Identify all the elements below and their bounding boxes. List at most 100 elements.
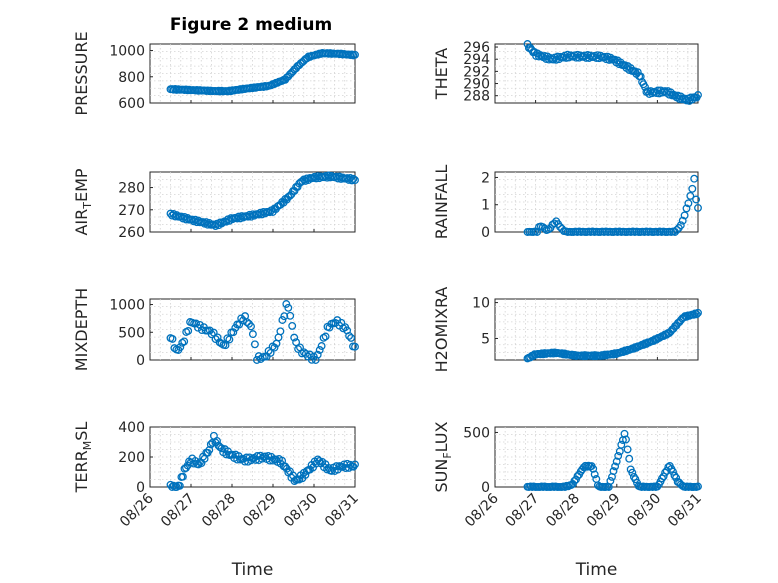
y-axis-label: THETA [432, 48, 451, 100]
data-point [689, 310, 698, 319]
data-point [284, 303, 293, 312]
data-point [611, 462, 620, 471]
data-point [628, 468, 637, 477]
data-point [292, 338, 301, 347]
data-point [550, 219, 559, 228]
data-point [606, 476, 615, 485]
data-point [286, 311, 295, 320]
data-point [184, 326, 193, 335]
data-point [217, 444, 226, 453]
y-tick-label: 260 [118, 225, 145, 241]
data-point [315, 346, 324, 354]
subplot-h2omixra: 5 10 H2OMIXRA [432, 287, 702, 373]
data-point [539, 350, 548, 359]
x-tick-label: 08/27 [158, 491, 198, 531]
subplot-air: 260 270 280 AIRTEMP [72, 168, 359, 241]
x-tick-label: 08/31 [665, 491, 705, 531]
subplot-rainfall: 0 1 2 RAINFALL [432, 165, 702, 241]
y-tick-label: 1 [481, 198, 490, 214]
data-point [684, 199, 693, 208]
data-point [250, 340, 259, 349]
y-tick-label: 296 [463, 40, 490, 56]
data-point [282, 300, 291, 308]
data-point [237, 314, 246, 323]
y-tick-label: 0 [136, 353, 145, 369]
data-point [680, 211, 689, 220]
data-point [192, 319, 200, 328]
data-point [175, 481, 184, 490]
y-tick-label: 0 [481, 480, 490, 496]
data-point [682, 204, 691, 213]
data-point [243, 318, 251, 327]
y-tick-label: 288 [463, 89, 490, 105]
data-point [178, 338, 187, 347]
data-point [276, 327, 285, 336]
data-point [349, 174, 358, 183]
data-point [631, 475, 640, 484]
y-tick-label: 1000 [109, 298, 145, 314]
data-point [178, 472, 187, 481]
x-axis-label: Time [575, 560, 618, 580]
data-point [694, 203, 702, 212]
y-axis-label: TERRMSL [72, 422, 94, 494]
y-tick-label: 2 [481, 170, 490, 186]
data-point [325, 323, 334, 332]
y-tick-label: 5 [481, 331, 490, 347]
data-point [221, 341, 230, 350]
data-point [688, 184, 697, 193]
data-point [692, 195, 701, 204]
data-point [694, 482, 702, 491]
data-point [589, 464, 598, 473]
data-point [206, 440, 215, 449]
data-point [290, 333, 299, 342]
data-point [625, 454, 634, 463]
data-point [229, 328, 238, 337]
figure-title: Figure 2 medium [170, 15, 332, 35]
x-tick-label: 08/30 [281, 491, 321, 531]
data-point [686, 191, 695, 200]
x-tick-label: 08/28 [199, 491, 239, 531]
data-point [623, 445, 632, 454]
data-point [278, 316, 287, 324]
y-tick-label: 270 [118, 203, 145, 219]
data-point [176, 343, 185, 352]
data-point [617, 440, 626, 449]
y-tick-label: 10 [472, 296, 490, 312]
y-tick-label: 294 [463, 52, 490, 68]
y-axis-label: PRESSURE [72, 31, 91, 115]
data-point [678, 95, 687, 104]
data-point [612, 457, 621, 466]
y-tick-label: 400 [118, 420, 145, 436]
data-point [690, 174, 699, 183]
data-point [213, 436, 221, 445]
data-point [609, 467, 618, 476]
data-point [614, 451, 623, 460]
subplot-sun: 0 500 SUNFLUX 08/26 08/27 08/28 08/29 08/30 08/3… [432, 421, 705, 580]
data-point [351, 342, 359, 351]
data-point [239, 316, 248, 325]
data-point [351, 460, 359, 469]
y-tick-label: 0 [136, 480, 145, 496]
data-point [544, 225, 553, 234]
x-tick-label: 08/31 [322, 491, 362, 531]
y-axis-label: H2OMIXRA [432, 287, 451, 373]
data-point [567, 350, 576, 359]
data-point [294, 345, 303, 353]
data-point [694, 91, 702, 99]
data-point [686, 93, 695, 102]
data-point [533, 228, 542, 236]
data-point [347, 333, 356, 342]
data-point [205, 326, 214, 335]
data-point [280, 312, 289, 321]
data-point [225, 335, 234, 344]
y-tick-label: 600 [118, 96, 145, 112]
x-tick-label: 08/26 [462, 490, 502, 530]
subplot-mixdepth: 0 500 1000 MIXDEPTH [72, 288, 359, 371]
data-point [590, 470, 599, 479]
data-point [351, 50, 359, 59]
data-point [205, 446, 214, 454]
data-point [195, 320, 204, 329]
